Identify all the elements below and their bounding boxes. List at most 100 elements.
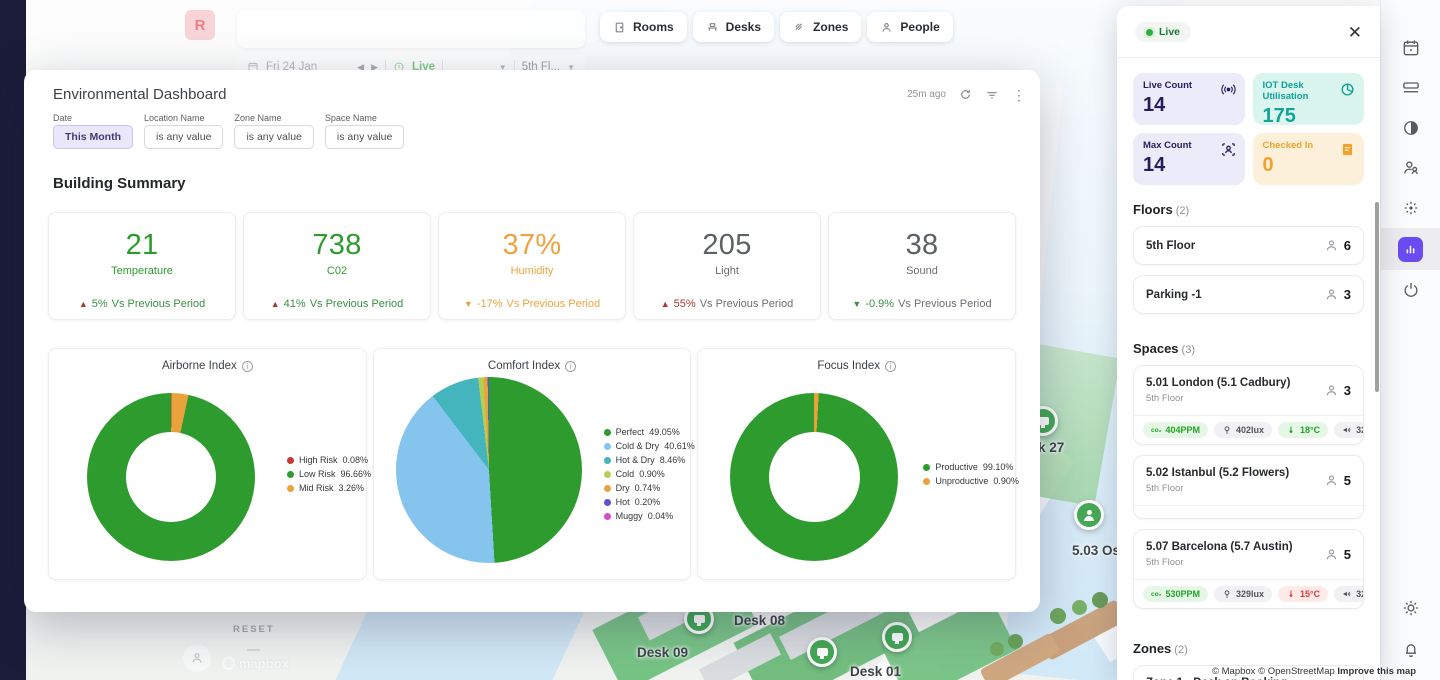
- chart-legend: High Risk 0.08% Low Risk 96.66% Mid Risk: [287, 379, 371, 569]
- delta-percent: -0.9%: [865, 298, 895, 310]
- people-nav-item[interactable]: [1381, 148, 1440, 188]
- person-marker[interactable]: [1074, 500, 1104, 530]
- monitor-icon: [693, 615, 705, 626]
- kebab-menu-icon[interactable]: ⋮: [1012, 86, 1026, 103]
- space-name: 5.02 Istanbul (5.2 Flowers): [1146, 467, 1290, 479]
- section-count: (3): [1181, 344, 1195, 356]
- focus-donut-chart[interactable]: [730, 393, 899, 561]
- filter-value-button[interactable]: is any value: [324, 125, 405, 149]
- mode-button[interactable]: Desks: [692, 12, 775, 42]
- filter-value-button[interactable]: This Month: [53, 125, 133, 149]
- person-icon: [1326, 549, 1336, 560]
- legend-value: 0.20%: [634, 497, 661, 507]
- power-icon: [1404, 282, 1417, 297]
- scrollbar-thumb[interactable]: [1375, 202, 1379, 392]
- notifications-item[interactable]: [1381, 629, 1440, 669]
- sensor-value: 329lux: [1236, 589, 1265, 599]
- legend-dot: [923, 477, 931, 485]
- stat-delta: ▼ -0.9% Vs Previous Period: [852, 298, 991, 310]
- mode-button[interactable]: People: [867, 12, 953, 42]
- floor-name: 5th Floor: [1146, 239, 1196, 252]
- floor-row[interactable]: 5th Floor 6: [1133, 226, 1364, 265]
- mode-button[interactable]: Zones: [780, 12, 862, 42]
- mode-button[interactable]: Rooms: [600, 12, 687, 42]
- sensor-badge: co₂ 32db: [1334, 422, 1363, 438]
- stat-label: Temperature: [111, 265, 173, 277]
- analytics-nav-item[interactable]: [1381, 228, 1440, 270]
- desk-label: Desk 08: [734, 613, 786, 628]
- light-bulb-icon: [1224, 426, 1230, 434]
- legend-dot: [603, 498, 611, 506]
- locate-me-button[interactable]: [183, 644, 211, 672]
- contrast-icon: [1403, 121, 1418, 135]
- section-name: Zones: [1133, 641, 1172, 656]
- divider: [247, 649, 260, 651]
- info-icon[interactable]: i: [885, 360, 896, 372]
- stat-card: 38 Sound ▼ -0.9% Vs Previous Period: [828, 212, 1016, 320]
- live-label: Live: [1159, 26, 1181, 38]
- legend-label: Dry: [615, 483, 630, 493]
- section-count: (2): [1174, 644, 1188, 656]
- chart-title: Focus Index i: [698, 360, 1015, 372]
- section-title: Building Summary: [53, 175, 186, 192]
- filter-value-button[interactable]: is any value: [144, 125, 224, 149]
- dashboard-header: Environmental Dashboard 25m ago ⋮: [24, 70, 1040, 103]
- person-icon: [1326, 289, 1336, 300]
- person-icon: [192, 653, 202, 663]
- close-icon[interactable]: ✕: [1347, 22, 1362, 42]
- info-icon[interactable]: i: [241, 360, 253, 372]
- door-icon: [615, 22, 624, 32]
- legend-dot: [603, 470, 611, 478]
- reset-button[interactable]: RESET: [233, 624, 275, 635]
- space-name: 5.01 London (5.1 Cadbury): [1146, 377, 1291, 389]
- trend-arrow-icon: ▼: [463, 299, 473, 309]
- thermometer-icon: [1289, 426, 1293, 433]
- occupancy: 5: [1324, 547, 1351, 562]
- contrast-nav-item[interactable]: [1381, 108, 1440, 148]
- legend-dot: [923, 463, 931, 471]
- info-icon[interactable]: i: [565, 360, 577, 372]
- desk-marker[interactable]: [807, 637, 837, 667]
- calendar-nav-item[interactable]: [1381, 28, 1440, 68]
- panels-nav-item[interactable]: [1381, 68, 1440, 108]
- sparkle-nav-item[interactable]: [1381, 188, 1440, 228]
- monitor-icon: [816, 648, 828, 659]
- space-row[interactable]: 5.02 Istanbul (5.2 Flowers) 5th Floor 5: [1133, 455, 1364, 519]
- filter-label: Date: [53, 113, 73, 123]
- last-updated: 25m ago: [907, 89, 946, 100]
- attribution-text: © Mapbox © OpenStreetMap: [1212, 666, 1335, 677]
- comfort-pie-chart[interactable]: [395, 377, 582, 563]
- zone-row[interactable]: Zone 1 - Desk on Booking 5th Floor co₂ 4…: [1133, 665, 1364, 680]
- desk-marker[interactable]: [882, 622, 912, 652]
- power-nav-item[interactable]: [1381, 270, 1440, 310]
- improve-map-link[interactable]: Improve this map: [1337, 666, 1417, 677]
- stat-tiles-grid: Live Count 14 IOT Desk Utilisation 175: [1117, 58, 1380, 185]
- legend-dot: [287, 456, 294, 464]
- airborne-index-chart: Airborne Index i High Risk 0.08%: [48, 348, 371, 580]
- legend-label: Perfect: [615, 427, 645, 437]
- sensor-badge: co₂ 402lux: [1214, 422, 1273, 438]
- legend-value: 0.90%: [993, 476, 1019, 486]
- mapbox-wordmark: mapbox: [239, 656, 289, 671]
- sensor-badge: co₂ 15°C: [1278, 586, 1329, 602]
- mapbox-logo[interactable]: mapbox: [222, 656, 289, 671]
- panels-icon: [1402, 82, 1419, 93]
- hatch-icon: [795, 22, 803, 30]
- legend-item: Unproductive 0.90%: [923, 476, 1019, 486]
- legend-label: Cold & Dry: [615, 441, 660, 451]
- occupancy-count: 5: [1343, 547, 1351, 562]
- filter-icon[interactable]: [985, 88, 999, 102]
- space-row[interactable]: 5.01 London (5.1 Cadbury) 5th Floor 3 co…: [1133, 365, 1364, 445]
- floor-row[interactable]: Parking -1 3: [1133, 275, 1364, 314]
- airborne-donut-chart[interactable]: [87, 393, 255, 561]
- trend-arrow-icon: ▲: [660, 299, 670, 309]
- theme-toggle-item[interactable]: [1381, 588, 1440, 628]
- refresh-icon[interactable]: [959, 88, 972, 101]
- filter-value-button[interactable]: is any value: [234, 125, 314, 149]
- tile-value: 175: [1262, 104, 1296, 127]
- sun-icon: [1403, 600, 1418, 616]
- legend-item: Mid Risk 3.26%: [287, 483, 371, 493]
- legend-item: Hot & Dry 8.46%: [603, 455, 695, 465]
- space-row[interactable]: 5.07 Barcelona (5.7 Austin) 5th Floor 5 …: [1133, 529, 1364, 609]
